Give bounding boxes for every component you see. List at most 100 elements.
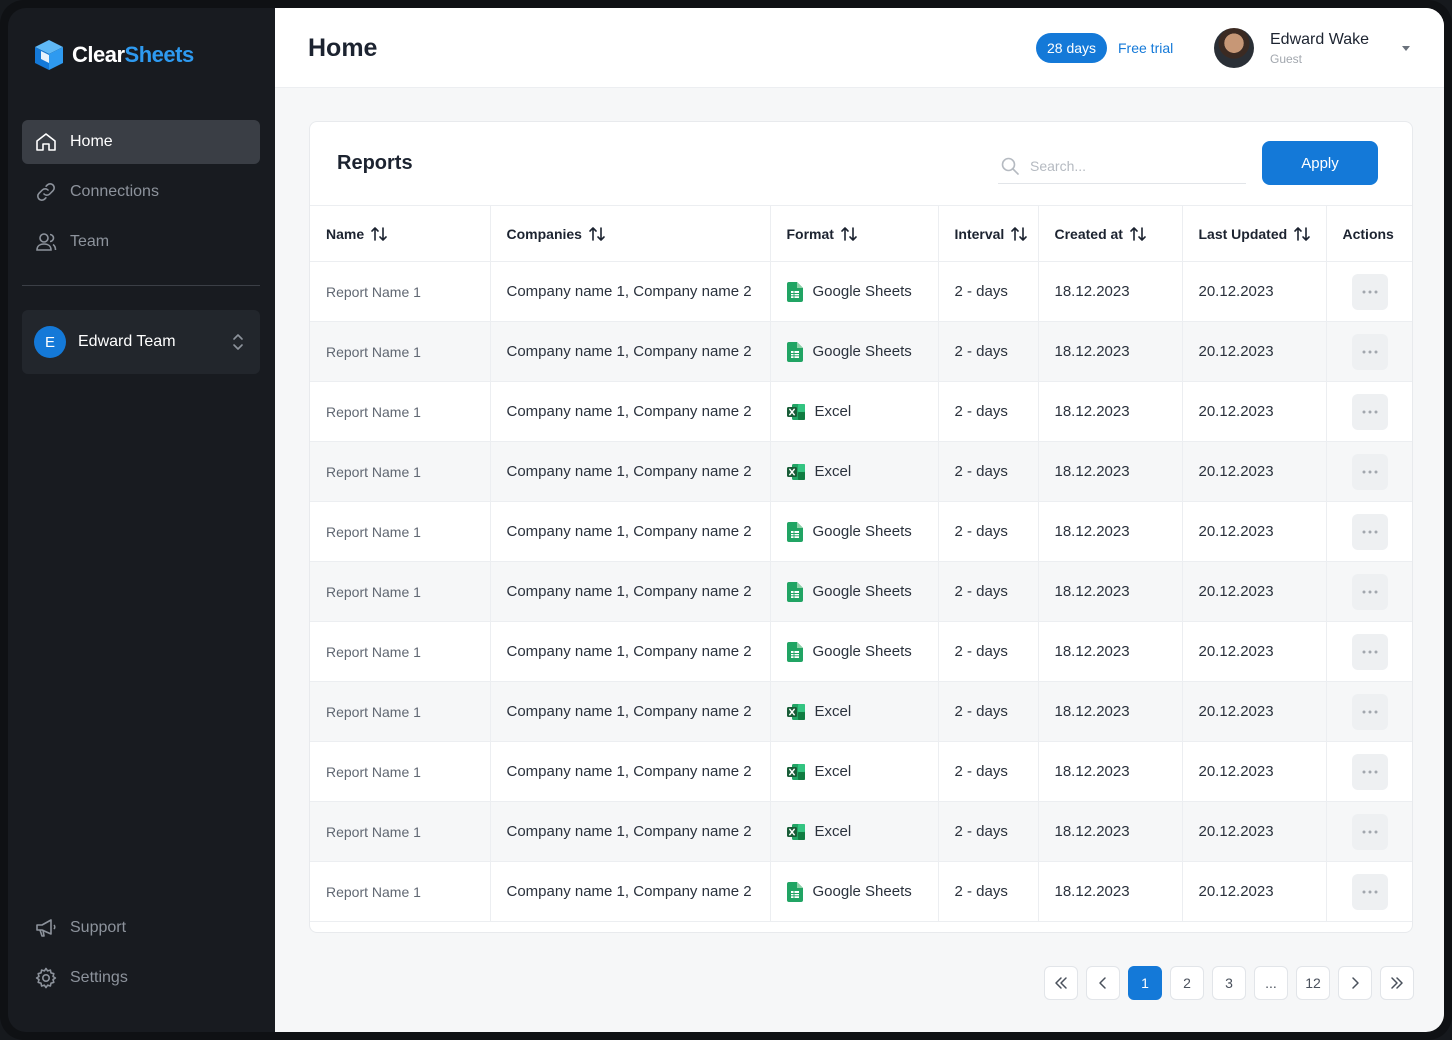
created-at-cell: 18.12.2023: [1038, 801, 1183, 862]
table-row[interactable]: Report Name 1 Company name 1, Company nam…: [310, 561, 1412, 622]
column-header[interactable]: Last Updated: [1182, 205, 1327, 262]
interval-cell: 2 - days: [938, 501, 1039, 562]
pagination: 1 2 3... 12: [1044, 966, 1414, 1000]
row-actions-button[interactable]: [1351, 573, 1388, 610]
page-button[interactable]: 3: [1212, 966, 1246, 1000]
table-row[interactable]: Report Name 1 Company name 1, Company nam…: [310, 681, 1412, 742]
created-at-cell: 18.12.2023: [1038, 321, 1183, 382]
last-updated-cell: 20.12.2023: [1182, 261, 1327, 322]
prev-page-button[interactable]: [1086, 966, 1120, 1000]
sidebar-item-label: Connections: [70, 183, 159, 200]
sort-icon[interactable]: [840, 225, 858, 243]
table-row[interactable]: Report Name 1 Company name 1, Company nam…: [310, 501, 1412, 562]
table-row[interactable]: Report Name 1 Company name 1, Company nam…: [310, 801, 1412, 862]
companies-cell: Company name 1, Company name 2: [490, 501, 771, 562]
google-sheets-icon: [786, 881, 803, 902]
column-header[interactable]: Format: [770, 205, 939, 262]
format-label: Excel: [814, 463, 852, 480]
page-number-list: 1 2 3... 12: [1128, 966, 1330, 1000]
row-actions-button[interactable]: [1351, 453, 1388, 490]
page-button[interactable]: 1: [1128, 966, 1162, 1000]
row-actions-button[interactable]: [1351, 873, 1388, 910]
format-label: Google Sheets: [812, 883, 912, 900]
row-actions-button[interactable]: [1351, 513, 1388, 550]
sidebar-item-team[interactable]: Team: [22, 220, 260, 264]
column-header[interactable]: Companies: [490, 205, 771, 262]
search-input[interactable]: [1030, 157, 1230, 174]
row-actions-button[interactable]: [1351, 813, 1388, 850]
table-row[interactable]: Report Name 1 Company name 1, Company nam…: [310, 381, 1412, 442]
table-row[interactable]: Report Name 1 Company name 1, Company nam…: [310, 861, 1412, 922]
sidebar-item-connections[interactable]: Connections: [22, 170, 260, 214]
next-page-button[interactable]: [1338, 966, 1372, 1000]
free-trial-link[interactable]: Free trial: [1118, 40, 1174, 56]
sidebar-item-support[interactable]: Support: [22, 906, 260, 950]
sort-icon[interactable]: [1010, 225, 1028, 243]
column-header[interactable]: Created at: [1038, 205, 1183, 262]
report-name-cell: Report Name 1: [310, 621, 491, 682]
chevrons-right-icon: [1391, 977, 1403, 989]
last-updated-cell: 20.12.2023: [1182, 621, 1327, 682]
sort-icon[interactable]: [588, 225, 606, 243]
row-actions-button[interactable]: [1351, 333, 1388, 370]
sort-icon[interactable]: [370, 225, 388, 243]
brand-logo[interactable]: ClearSheets: [32, 38, 194, 72]
format-label: Excel: [814, 763, 852, 780]
row-actions-button[interactable]: [1351, 273, 1388, 310]
interval-cell: 2 - days: [938, 261, 1039, 322]
format-label: Excel: [814, 403, 852, 420]
caret-down-icon[interactable]: [1401, 44, 1411, 52]
search-box: [998, 148, 1246, 184]
table-row[interactable]: Report Name 1 Company name 1, Company nam…: [310, 321, 1412, 382]
page-button[interactable]: 2: [1170, 966, 1204, 1000]
table-body: Report Name 1 Company name 1, Company nam…: [310, 261, 1412, 922]
chevrons-left-icon: [1055, 977, 1067, 989]
gear-icon: [35, 967, 57, 989]
column-header-label: Name: [326, 225, 365, 242]
table-row[interactable]: Report Name 1 Company name 1, Company nam…: [310, 261, 1412, 322]
companies-cell: Company name 1, Company name 2: [490, 261, 771, 322]
format-cell: Excel: [770, 381, 939, 442]
team-switcher[interactable]: E Edward Team: [22, 310, 260, 374]
column-header-label: Last Updated: [1198, 225, 1288, 242]
megaphone-icon: [36, 919, 56, 937]
first-page-button[interactable]: [1044, 966, 1078, 1000]
reports-table: Name Companies Format Interval Created at Las…: [310, 205, 1412, 922]
apply-button[interactable]: Apply: [1262, 141, 1378, 185]
user-name[interactable]: Edward Wake: [1270, 31, 1369, 48]
last-page-button[interactable]: [1380, 966, 1414, 1000]
row-actions-button[interactable]: [1351, 693, 1388, 730]
interval-cell: 2 - days: [938, 381, 1039, 442]
brand-name: ClearSheets: [72, 42, 194, 67]
column-header-label: Interval: [954, 225, 1005, 242]
last-updated-cell: 20.12.2023: [1182, 681, 1327, 742]
sort-icon[interactable]: [1293, 225, 1311, 243]
team-avatar: E: [34, 326, 66, 358]
companies-cell: Company name 1, Company name 2: [490, 561, 771, 622]
actions-cell: [1326, 862, 1412, 922]
more-dots-icon: [1362, 890, 1377, 893]
user-avatar[interactable]: [1214, 28, 1254, 68]
last-updated-cell: 20.12.2023: [1182, 801, 1327, 862]
home-icon: [36, 133, 56, 151]
google-sheets-icon: [786, 341, 803, 362]
column-header[interactable]: Name: [310, 205, 491, 262]
actions-cell: [1326, 502, 1412, 562]
sidebar-item-home[interactable]: Home: [22, 120, 260, 164]
page-button[interactable]: 12: [1296, 966, 1330, 1000]
table-row[interactable]: Report Name 1 Company name 1, Company nam…: [310, 741, 1412, 802]
sidebar-item-label: Support: [70, 919, 127, 936]
sort-icon[interactable]: [1129, 225, 1147, 243]
sidebar-item-settings[interactable]: Settings: [22, 956, 260, 1000]
row-actions-button[interactable]: [1351, 393, 1388, 430]
actions-cell: [1326, 742, 1412, 802]
row-actions-button[interactable]: [1351, 633, 1388, 670]
table-row[interactable]: Report Name 1 Company name 1, Company nam…: [310, 441, 1412, 502]
report-name-cell: Report Name 1: [310, 381, 491, 442]
table-row[interactable]: Report Name 1 Company name 1, Company nam…: [310, 621, 1412, 682]
actions-cell: [1326, 322, 1412, 382]
row-actions-button[interactable]: [1351, 753, 1388, 790]
format-cell: Excel: [770, 741, 939, 802]
more-dots-icon: [1362, 590, 1377, 593]
column-header[interactable]: Interval: [938, 205, 1039, 262]
